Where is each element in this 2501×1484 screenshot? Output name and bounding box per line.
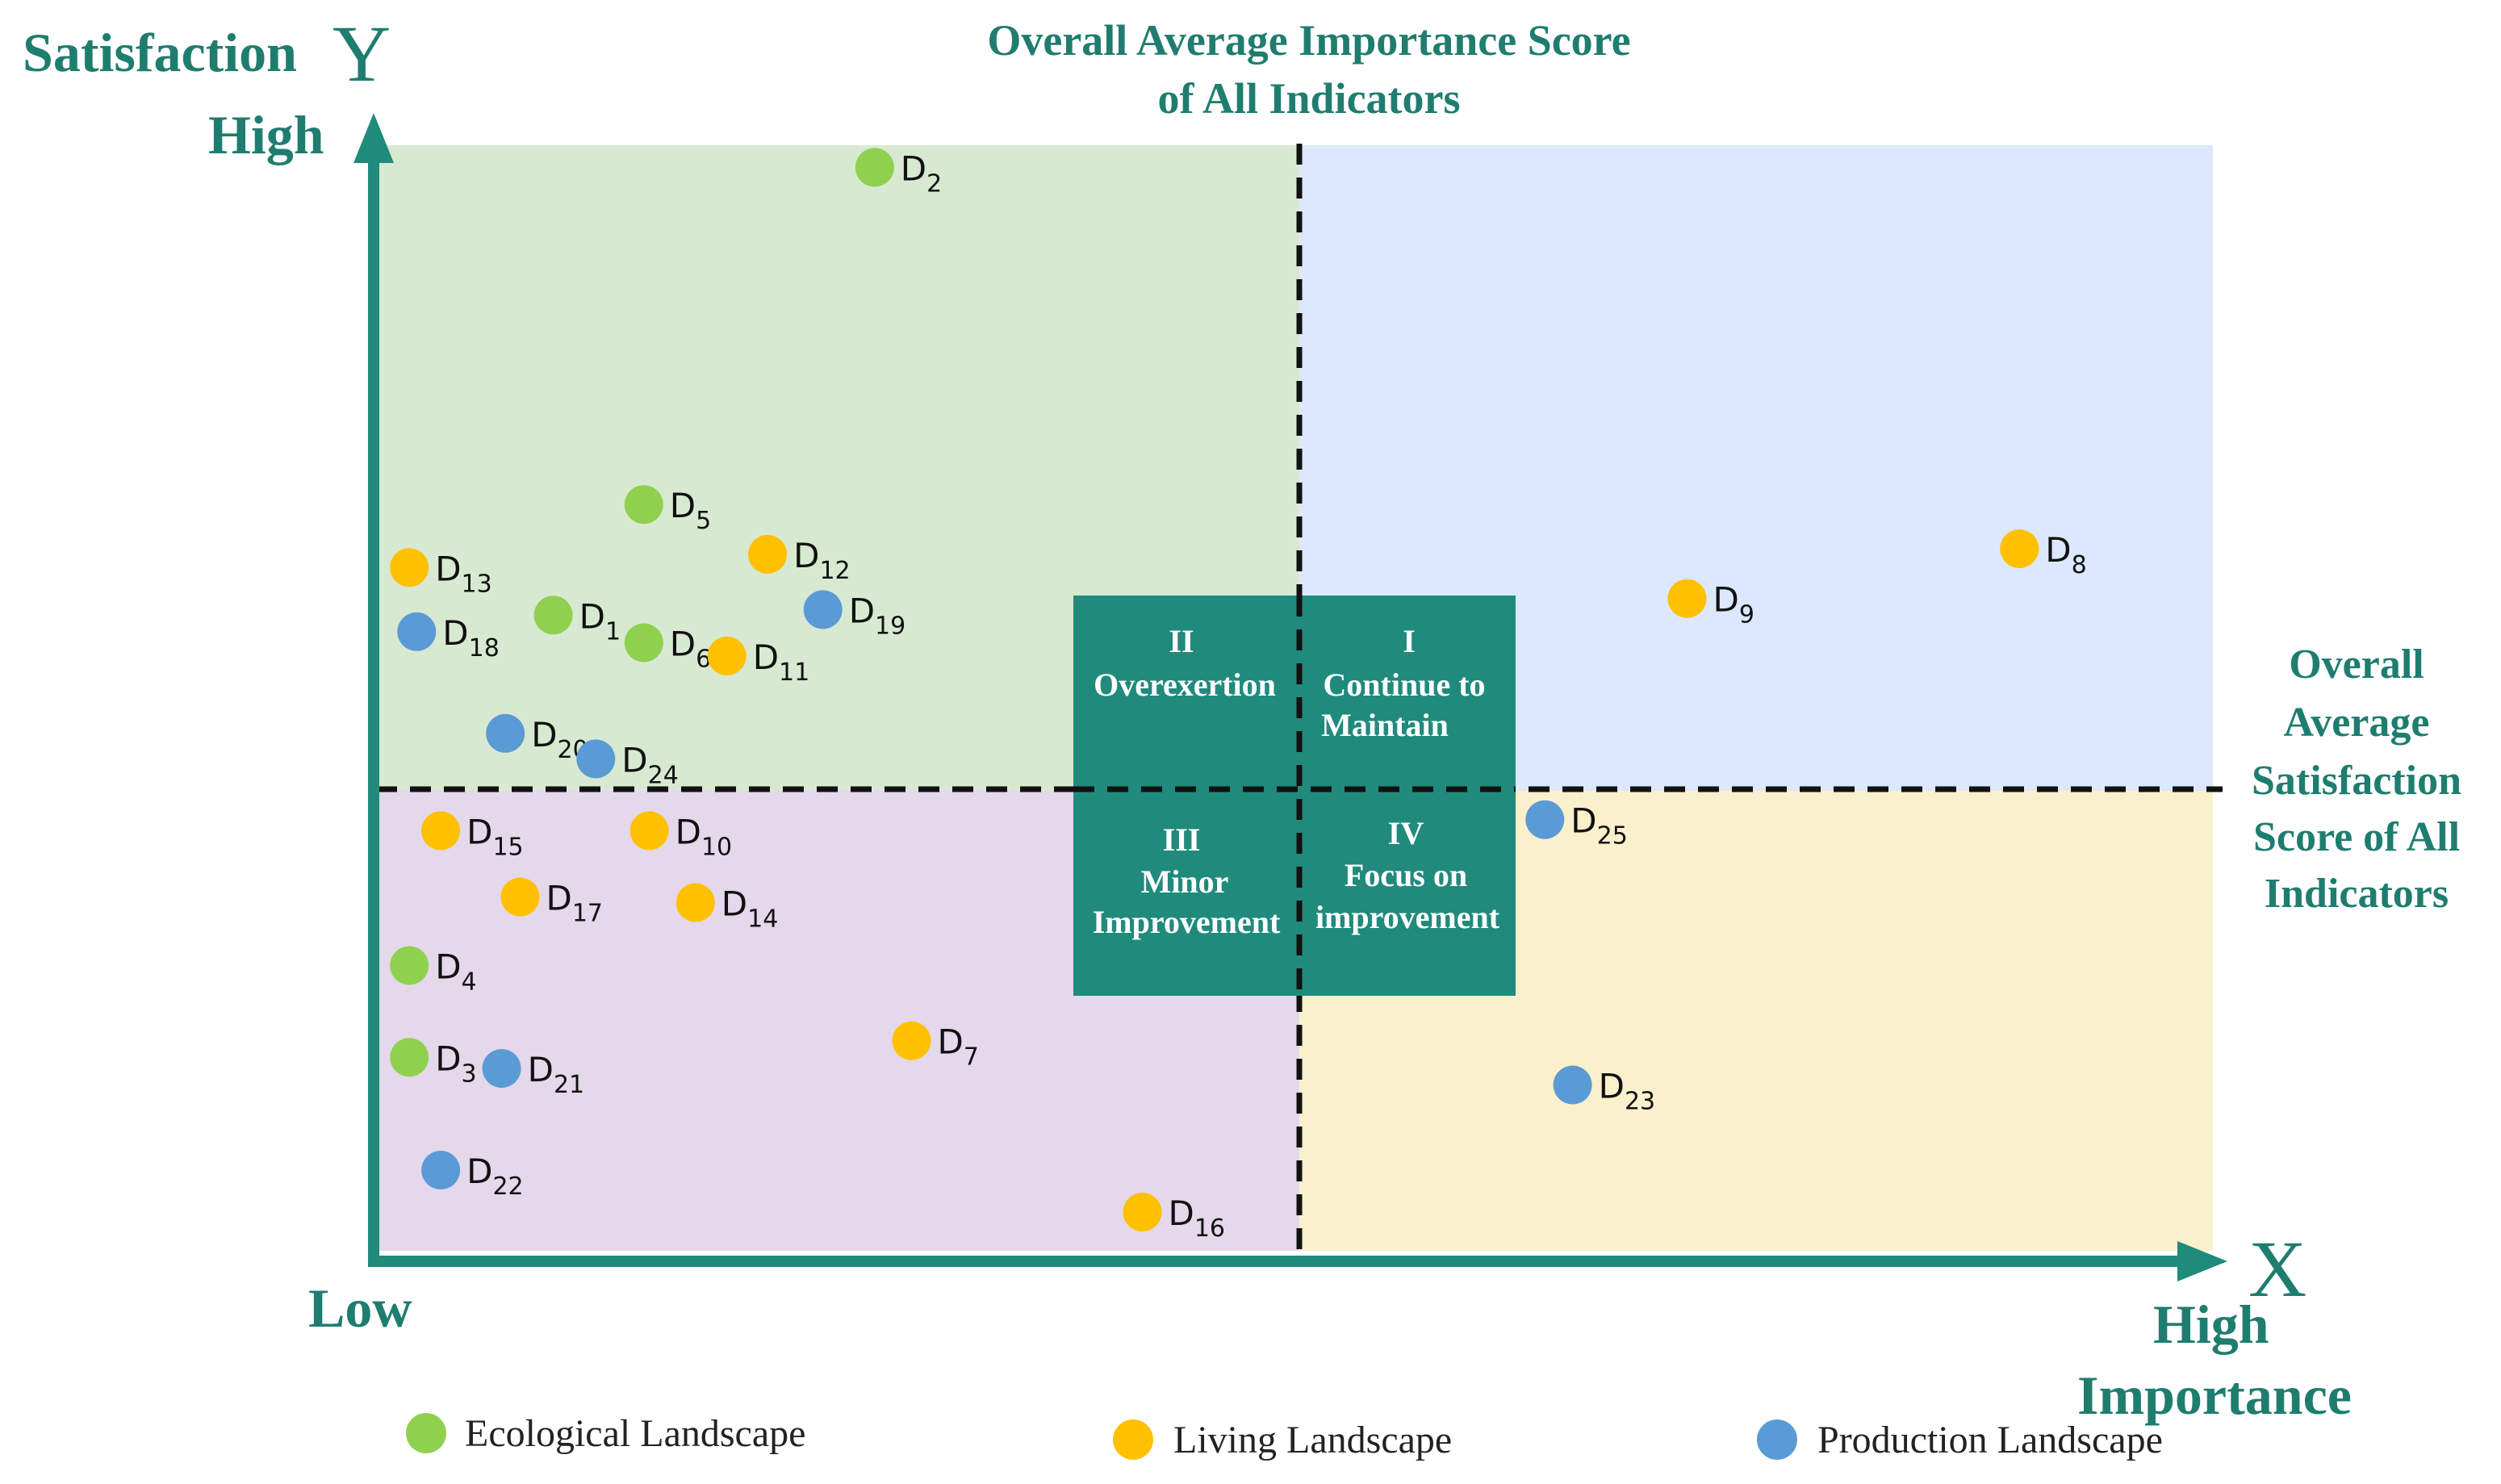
point-label-d11: D11 xyxy=(753,637,810,687)
legend-production-marker xyxy=(1757,1419,1797,1460)
point-label-d21: D21 xyxy=(528,1050,585,1099)
point-label-d7: D7 xyxy=(938,1022,979,1072)
quadrant-I-line-2: Maintain xyxy=(1321,707,1449,743)
y-axis-low: Low xyxy=(308,1277,412,1339)
point-marker-d24 xyxy=(576,739,616,779)
legend-living-marker xyxy=(1113,1419,1153,1460)
point-marker-d7 xyxy=(892,1021,931,1060)
quadrant-I-numeral: I xyxy=(1403,623,1416,659)
point-label-d8: D8 xyxy=(2045,530,2086,579)
point-marker-d19 xyxy=(803,590,843,629)
point-marker-d14 xyxy=(675,883,715,922)
quadrant-I-line-1: Continue to xyxy=(1323,667,1485,703)
point-marker-d5 xyxy=(624,485,663,525)
satisfaction-mean-label-line-4: Score of All xyxy=(2253,814,2460,860)
point-label-d14: D14 xyxy=(721,884,779,934)
quadrant-IV-numeral: IV xyxy=(1388,815,1424,851)
satisfaction-mean-label-line-3: Satisfaction xyxy=(2252,758,2461,804)
point-marker-d16 xyxy=(1123,1193,1162,1231)
quadrant-II-line-1: Overexertion xyxy=(1094,667,1276,703)
point-marker-d17 xyxy=(500,877,540,917)
point-marker-d1 xyxy=(533,596,573,635)
legend-ecological-marker xyxy=(406,1413,446,1453)
point-label-d2: D2 xyxy=(901,148,942,198)
point-marker-d11 xyxy=(707,636,747,675)
quadrant-III-line-1: Minor xyxy=(1141,863,1229,900)
point-marker-d8 xyxy=(2000,529,2039,568)
point-label-d18: D18 xyxy=(442,613,500,663)
point-label-d16: D16 xyxy=(1169,1193,1226,1243)
point-label-d1: D1 xyxy=(579,596,621,646)
point-marker-d21 xyxy=(482,1049,521,1088)
point-marker-d9 xyxy=(1667,579,1707,618)
quadrant-IV-line-2: improvement xyxy=(1315,899,1500,935)
importance-mean-title-line-2: of All Indicators xyxy=(1157,74,1460,123)
legend-production-label: Production Landscape xyxy=(1817,1419,2163,1461)
legend: Ecological Landscape Living Landscape Pr… xyxy=(406,1412,2163,1461)
point-label-d17: D17 xyxy=(546,879,604,928)
point-marker-d18 xyxy=(397,612,437,651)
data-points: D1 D2 D3 D4 D5 D6 D7 D8 D9 D10 D11 D12 D13 D14 D15 D16 D… xyxy=(390,148,2087,1243)
quadrant-II-numeral: II xyxy=(1169,623,1194,659)
legend-living-label: Living Landscape xyxy=(1173,1419,1452,1461)
y-axis-name: Satisfaction xyxy=(23,22,297,83)
satisfaction-mean-label-line-5: Indicators xyxy=(2265,871,2449,917)
point-label-d22: D22 xyxy=(466,1152,524,1201)
x-axis-letter: X xyxy=(2248,1224,2307,1314)
x-axis-arrowhead xyxy=(2177,1241,2227,1281)
point-marker-d20 xyxy=(486,713,525,753)
point-label-d25: D25 xyxy=(1570,801,1628,851)
x-axis-high: High xyxy=(2153,1294,2269,1355)
point-marker-d25 xyxy=(1525,800,1565,839)
point-label-d9: D9 xyxy=(1713,580,1754,629)
satisfaction-mean-label-line-2: Average xyxy=(2284,700,2430,746)
satisfaction-mean-label-line-1: Overall xyxy=(2289,642,2424,688)
point-label-d5: D5 xyxy=(670,486,711,535)
point-marker-d6 xyxy=(624,623,663,663)
y-axis-letter: Y xyxy=(332,9,391,98)
point-label-d24: D24 xyxy=(621,740,679,789)
point-marker-d15 xyxy=(421,811,461,851)
point-label-d6: D6 xyxy=(670,625,711,674)
point-label-d15: D15 xyxy=(466,812,524,861)
point-label-d23: D23 xyxy=(1599,1067,1656,1116)
quadrant-IV-line-1: Focus on xyxy=(1345,857,1467,893)
point-label-d19: D19 xyxy=(849,591,906,640)
quadrant-III-line-2: Improvement xyxy=(1093,904,1281,940)
point-label-d13: D13 xyxy=(435,549,492,598)
legend-ecological-label: Ecological Landscape xyxy=(465,1412,805,1455)
point-marker-d4 xyxy=(390,946,429,985)
point-label-d12: D12 xyxy=(793,536,851,585)
point-marker-d12 xyxy=(748,534,788,574)
quadrant-III-numeral: III xyxy=(1163,821,1201,858)
point-marker-d22 xyxy=(421,1151,461,1189)
y-axis-high: High xyxy=(208,104,324,165)
x-axis-name: Importance xyxy=(2077,1365,2352,1426)
y-axis-arrowhead xyxy=(353,113,394,163)
point-marker-d2 xyxy=(855,148,894,187)
point-label-d4: D4 xyxy=(435,947,476,997)
point-marker-d23 xyxy=(1553,1065,1592,1105)
point-marker-d10 xyxy=(629,811,669,851)
point-marker-d13 xyxy=(390,548,429,587)
importance-mean-title-line-1: Overall Average Importance Score xyxy=(987,16,1630,65)
point-marker-d3 xyxy=(390,1038,429,1077)
point-label-d3: D3 xyxy=(435,1039,476,1088)
quadrant-label-box xyxy=(1073,596,1516,996)
point-label-d10: D10 xyxy=(675,812,733,861)
